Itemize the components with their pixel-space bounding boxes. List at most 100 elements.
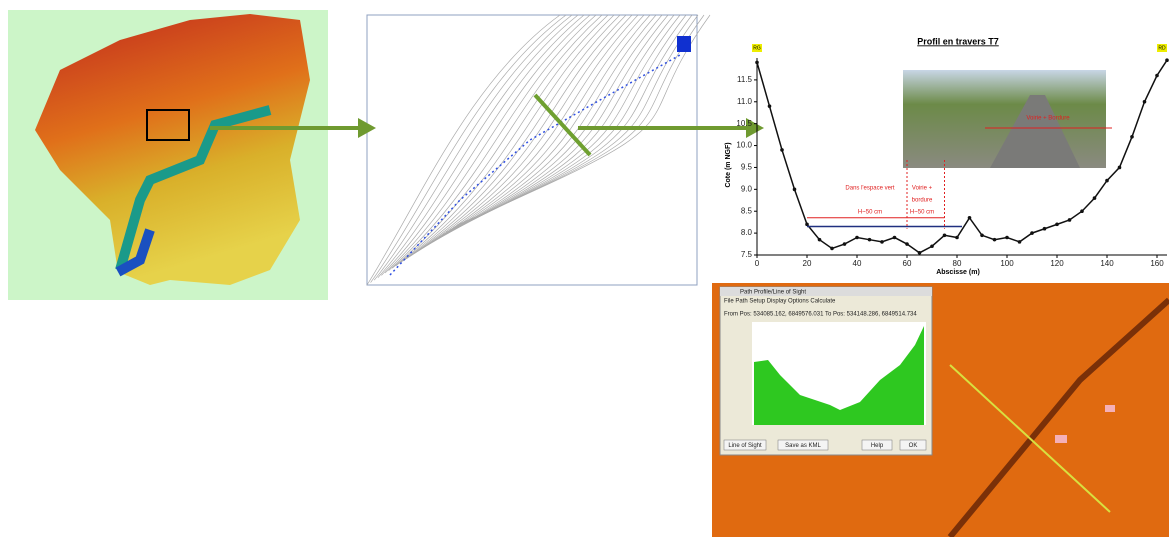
- button-label: OK: [909, 443, 918, 449]
- dialog-titlebar: [720, 287, 932, 296]
- annotation: Dans l'espace vert: [845, 186, 895, 192]
- annotation: RG: [753, 45, 761, 51]
- annotation: RD: [1158, 45, 1166, 51]
- x-tick-label: 40: [853, 259, 862, 268]
- contour: [413, 14, 639, 255]
- point: [1042, 226, 1047, 231]
- x-tick-label: 0: [755, 259, 760, 268]
- button: [723, 439, 767, 451]
- point: [1017, 240, 1022, 244]
- y-tick-label: 7.5: [741, 250, 753, 259]
- marker: [1105, 405, 1115, 412]
- button: [861, 439, 893, 451]
- point: [1067, 218, 1072, 222]
- point: [930, 244, 934, 249]
- path-line: [949, 364, 1111, 513]
- point: [1130, 135, 1134, 139]
- label-box: [752, 44, 762, 52]
- point: [1155, 73, 1159, 78]
- button-label: Help: [871, 443, 884, 449]
- contour: [417, 14, 645, 252]
- contour-map: [366, 14, 698, 286]
- ridge: [947, 297, 1169, 537]
- annotation: Voirie +: [912, 186, 933, 192]
- x-tick-label: 140: [1100, 259, 1114, 268]
- contour: [456, 14, 711, 226]
- section-line: [533, 93, 592, 157]
- profile-line: [756, 59, 1168, 254]
- button: [777, 439, 829, 451]
- dem-map: [35, 14, 310, 285]
- contour: [406, 14, 627, 259]
- point: [992, 237, 997, 242]
- contour: [453, 14, 705, 228]
- point: [892, 235, 897, 240]
- contour: [381, 14, 585, 276]
- annotation: H~50 cm: [910, 210, 934, 216]
- point: [780, 148, 784, 152]
- contour: [377, 14, 579, 279]
- road: [990, 95, 1080, 168]
- point: [1142, 99, 1147, 104]
- contour: [402, 14, 621, 262]
- point: [980, 233, 984, 238]
- arrows: [210, 118, 764, 138]
- point: [1055, 222, 1059, 227]
- x-tick-label: 160: [1150, 259, 1164, 268]
- point: [1165, 58, 1169, 62]
- point: [1005, 235, 1009, 240]
- point: [817, 237, 822, 242]
- point: [867, 237, 872, 242]
- point: [1030, 231, 1034, 235]
- marker: [677, 36, 691, 52]
- zoom-box: [146, 109, 190, 141]
- point: [830, 246, 834, 251]
- contour: [391, 14, 603, 269]
- x-tick-label: 80: [953, 259, 962, 268]
- contour: [449, 14, 699, 231]
- y-axis-label: Cote (m NGF): [725, 142, 732, 187]
- point: [905, 242, 909, 246]
- y-tick-label: 8.0: [741, 228, 753, 237]
- point: [917, 251, 922, 255]
- profile-path: [389, 54, 681, 276]
- point: [842, 242, 847, 246]
- point: [955, 235, 959, 240]
- marker: [1055, 435, 1067, 443]
- point: [1092, 196, 1097, 200]
- x-tick-label: 60: [903, 259, 912, 268]
- contour: [366, 14, 561, 286]
- point: [767, 104, 772, 108]
- y-tick-label: 11.0: [737, 97, 753, 106]
- point: [942, 233, 947, 238]
- label-box: [1157, 44, 1167, 52]
- river-outlet: [115, 228, 155, 277]
- point: [880, 240, 884, 244]
- river: [115, 105, 272, 272]
- point: [967, 215, 972, 220]
- button-label: Save as KML: [785, 443, 821, 449]
- dialog-title: Path Profile/Line of Sight: [740, 290, 806, 296]
- button: [899, 439, 927, 451]
- point: [1080, 209, 1084, 214]
- x-axis-label: Abscisse (m): [936, 269, 980, 276]
- dialog-menu: File Path Setup Display Options Calculat…: [724, 299, 836, 305]
- contour: [388, 14, 597, 271]
- point: [792, 187, 797, 192]
- x-tick-label: 120: [1050, 259, 1064, 268]
- chart-title: Profil en travers T7: [917, 36, 999, 46]
- y-tick-label: 10.5: [736, 119, 752, 128]
- point: [855, 235, 859, 240]
- contour: [399, 14, 615, 264]
- contour: [370, 14, 567, 283]
- x-tick-label: 20: [803, 259, 812, 268]
- annotation: Voirie + Bordure: [1026, 116, 1070, 122]
- point: [1117, 165, 1122, 170]
- contour: [410, 14, 633, 257]
- contour: [395, 14, 609, 267]
- contour: [446, 14, 693, 233]
- y-tick-label: 10.0: [736, 141, 752, 150]
- profile-area: [754, 326, 924, 425]
- y-tick-label: 9.0: [741, 184, 753, 193]
